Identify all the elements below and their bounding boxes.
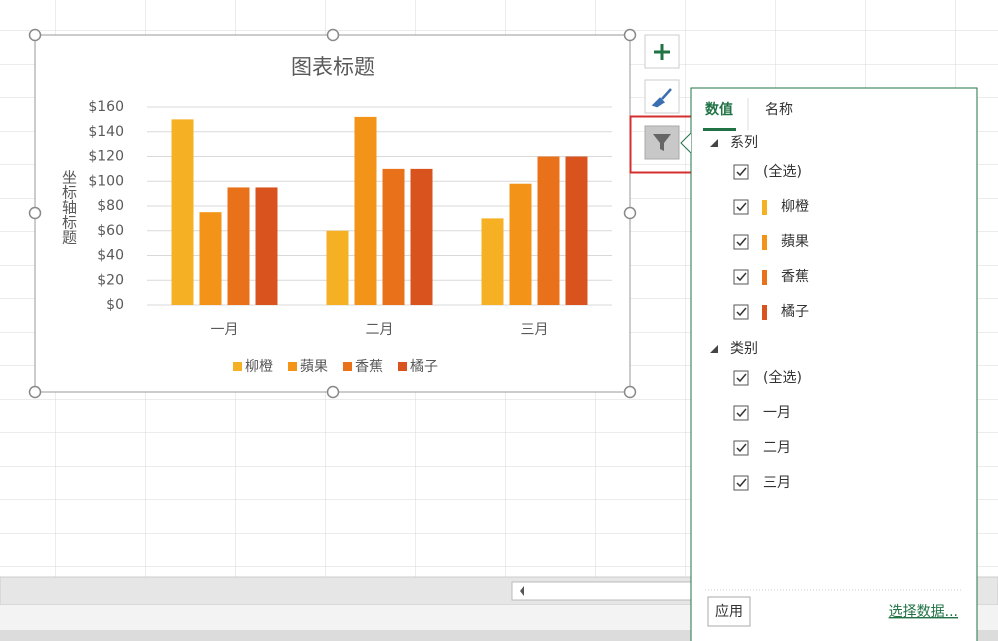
bar xyxy=(565,156,588,305)
item-label: 二月 xyxy=(763,440,791,456)
checkbox[interactable] xyxy=(733,405,749,421)
section-heading: 系列 xyxy=(730,135,758,151)
bar xyxy=(481,218,504,305)
x-tick-label: 二月 xyxy=(366,322,394,338)
panel-pointer xyxy=(681,133,691,153)
legend-label: 蘋果 xyxy=(300,359,328,375)
filter-panel xyxy=(690,87,978,641)
y-tick-label: $120 xyxy=(88,149,124,165)
bar xyxy=(199,212,222,305)
apply-button[interactable] xyxy=(707,596,751,627)
collapse-arrow[interactable] xyxy=(710,345,718,353)
check-mark xyxy=(736,373,747,383)
bar xyxy=(255,187,278,305)
y-tick-label: $20 xyxy=(97,272,124,288)
legend-swatch xyxy=(343,362,352,371)
item-label: 橘子 xyxy=(781,304,809,320)
check-mark xyxy=(736,478,747,488)
legend-swatch xyxy=(233,362,242,371)
bar xyxy=(382,168,405,305)
y-tick-label: $40 xyxy=(97,248,124,264)
y-axis-title: 坐标轴标题 xyxy=(60,170,78,246)
legend-label: 橘子 xyxy=(410,359,438,375)
bottom-bar xyxy=(0,630,998,641)
checkbox[interactable] xyxy=(733,304,749,320)
checkbox[interactable] xyxy=(733,475,749,491)
legend-swatch xyxy=(398,362,407,371)
y-tick-label: $100 xyxy=(88,173,124,189)
item-label: (全选) xyxy=(763,369,802,386)
y-tick-label: $160 xyxy=(88,99,124,115)
legend-label: 柳橙 xyxy=(245,358,273,375)
scroll-left[interactable] xyxy=(520,586,524,596)
item-label: 三月 xyxy=(763,475,791,491)
check-mark xyxy=(736,167,747,177)
bar xyxy=(326,230,349,305)
item-label: 香蕉 xyxy=(781,269,809,285)
check-mark xyxy=(736,408,747,418)
item-label: 柳橙 xyxy=(781,198,809,215)
item-label: (全选) xyxy=(763,163,802,180)
apply-label: 应用 xyxy=(715,603,743,620)
bar xyxy=(537,156,560,305)
bar xyxy=(227,187,250,305)
check-mark xyxy=(736,272,747,282)
series-swatch xyxy=(762,200,767,215)
resize-handles[interactable] xyxy=(28,28,637,399)
y-tick-label: $60 xyxy=(97,223,124,239)
series-swatch xyxy=(762,305,767,320)
checkbox[interactable] xyxy=(733,164,749,180)
series-swatch xyxy=(762,235,767,250)
checkbox[interactable] xyxy=(733,234,749,250)
tab-values[interactable]: 数值 xyxy=(705,101,733,118)
y-tick-label: $0 xyxy=(106,297,124,313)
bar xyxy=(354,116,377,306)
style-button[interactable] xyxy=(644,79,680,114)
legend-swatch xyxy=(288,362,297,371)
bar xyxy=(410,168,433,305)
series-swatch xyxy=(762,270,767,285)
plus-icon xyxy=(654,44,670,60)
bar xyxy=(171,119,194,305)
y-tick-label: $80 xyxy=(97,198,124,214)
item-label: 蘋果 xyxy=(781,234,809,250)
checkbox[interactable] xyxy=(733,370,749,386)
filter-icon xyxy=(653,134,671,151)
collapse-arrow[interactable] xyxy=(710,139,718,147)
check-mark xyxy=(736,307,747,317)
check-mark xyxy=(736,443,747,453)
checkbox[interactable] xyxy=(733,269,749,285)
section-heading: 类别 xyxy=(730,341,758,357)
x-tick-label: 三月 xyxy=(521,322,549,338)
panel-pointer-edge xyxy=(680,132,692,154)
brush-icon xyxy=(651,88,672,108)
bar xyxy=(509,183,532,305)
x-tick-label: 一月 xyxy=(211,322,239,338)
y-tick-label: $140 xyxy=(88,124,124,140)
scrollbar[interactable] xyxy=(511,581,693,601)
tab-names[interactable]: 名称 xyxy=(765,102,793,118)
check-mark xyxy=(736,237,747,247)
chart-title: 图表标题 xyxy=(291,55,375,79)
check-mark xyxy=(736,202,747,212)
tab-underline xyxy=(703,128,736,131)
legend-label: 香蕉 xyxy=(355,359,383,375)
item-label: 一月 xyxy=(763,405,791,421)
checkbox[interactable] xyxy=(733,440,749,456)
select-data-link[interactable]: 选择数据... xyxy=(889,604,958,620)
checkbox[interactable] xyxy=(733,199,749,215)
